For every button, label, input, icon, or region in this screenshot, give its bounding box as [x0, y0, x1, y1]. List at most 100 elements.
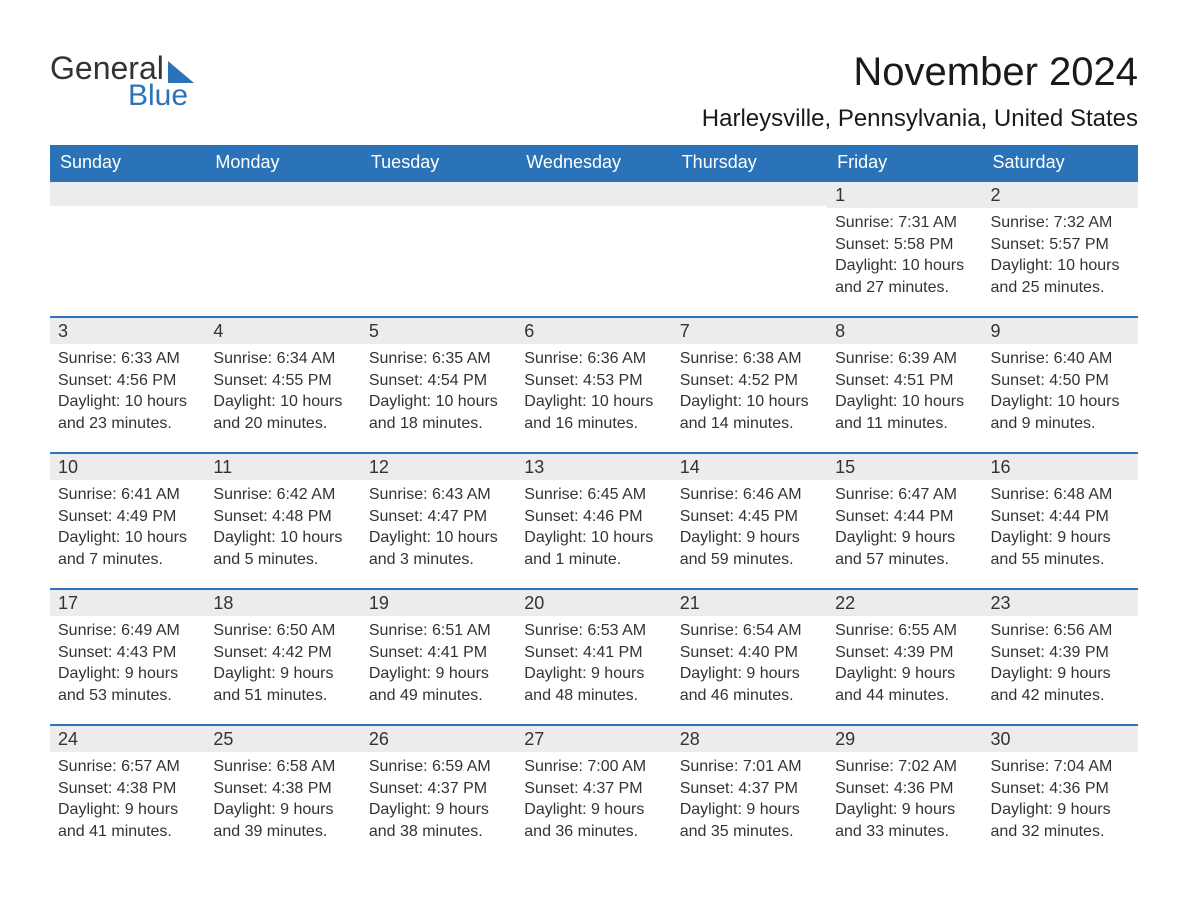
day-number: 7 [672, 316, 827, 344]
day-cell [361, 180, 516, 316]
day-cell [50, 180, 205, 316]
day-number: 26 [361, 724, 516, 752]
day-details: Sunrise: 7:32 AMSunset: 5:57 PMDaylight:… [983, 208, 1138, 304]
day-number: 19 [361, 588, 516, 616]
daylight-text: Daylight: 9 hours and 59 minutes. [680, 527, 819, 570]
day-cell: 7Sunrise: 6:38 AMSunset: 4:52 PMDaylight… [672, 316, 827, 452]
day-cell: 9Sunrise: 6:40 AMSunset: 4:50 PMDaylight… [983, 316, 1138, 452]
weekday-header: Saturday [983, 145, 1138, 180]
day-details: Sunrise: 6:57 AMSunset: 4:38 PMDaylight:… [50, 752, 205, 848]
day-details: Sunrise: 6:36 AMSunset: 4:53 PMDaylight:… [516, 344, 671, 440]
sunset-text: Sunset: 4:44 PM [991, 506, 1130, 528]
calendar-body: 1Sunrise: 7:31 AMSunset: 5:58 PMDaylight… [50, 180, 1138, 860]
sunrise-text: Sunrise: 6:54 AM [680, 620, 819, 642]
sunrise-text: Sunrise: 6:55 AM [835, 620, 974, 642]
sunset-text: Sunset: 4:37 PM [369, 778, 508, 800]
day-cell: 4Sunrise: 6:34 AMSunset: 4:55 PMDaylight… [205, 316, 360, 452]
location: Harleysville, Pennsylvania, United State… [702, 105, 1138, 133]
day-details: Sunrise: 6:49 AMSunset: 4:43 PMDaylight:… [50, 616, 205, 712]
sunset-text: Sunset: 4:46 PM [524, 506, 663, 528]
day-cell: 14Sunrise: 6:46 AMSunset: 4:45 PMDayligh… [672, 452, 827, 588]
day-number: 21 [672, 588, 827, 616]
title-block: November 2024 Harleysville, Pennsylvania… [702, 50, 1138, 133]
daylight-text: Daylight: 9 hours and 39 minutes. [213, 799, 352, 842]
day-details: Sunrise: 6:46 AMSunset: 4:45 PMDaylight:… [672, 480, 827, 576]
weekday-header-row: SundayMondayTuesdayWednesdayThursdayFrid… [50, 145, 1138, 180]
day-details: Sunrise: 6:51 AMSunset: 4:41 PMDaylight:… [361, 616, 516, 712]
day-number: 3 [50, 316, 205, 344]
day-number: 12 [361, 452, 516, 480]
day-details: Sunrise: 6:40 AMSunset: 4:50 PMDaylight:… [983, 344, 1138, 440]
sunrise-text: Sunrise: 6:39 AM [835, 348, 974, 370]
day-cell [516, 180, 671, 316]
daylight-text: Daylight: 9 hours and 38 minutes. [369, 799, 508, 842]
day-number [361, 180, 516, 206]
week-row: 10Sunrise: 6:41 AMSunset: 4:49 PMDayligh… [50, 452, 1138, 588]
daylight-text: Daylight: 9 hours and 46 minutes. [680, 663, 819, 706]
daylight-text: Daylight: 9 hours and 35 minutes. [680, 799, 819, 842]
daylight-text: Daylight: 9 hours and 42 minutes. [991, 663, 1130, 706]
day-details: Sunrise: 6:35 AMSunset: 4:54 PMDaylight:… [361, 344, 516, 440]
day-cell: 6Sunrise: 6:36 AMSunset: 4:53 PMDaylight… [516, 316, 671, 452]
day-details: Sunrise: 6:48 AMSunset: 4:44 PMDaylight:… [983, 480, 1138, 576]
sunset-text: Sunset: 4:39 PM [835, 642, 974, 664]
day-details: Sunrise: 6:41 AMSunset: 4:49 PMDaylight:… [50, 480, 205, 576]
sunset-text: Sunset: 4:53 PM [524, 370, 663, 392]
month-title: November 2024 [702, 50, 1138, 95]
day-number: 14 [672, 452, 827, 480]
sunset-text: Sunset: 4:45 PM [680, 506, 819, 528]
daylight-text: Daylight: 10 hours and 7 minutes. [58, 527, 197, 570]
day-number: 9 [983, 316, 1138, 344]
sunrise-text: Sunrise: 7:02 AM [835, 756, 974, 778]
daylight-text: Daylight: 9 hours and 48 minutes. [524, 663, 663, 706]
day-details: Sunrise: 6:50 AMSunset: 4:42 PMDaylight:… [205, 616, 360, 712]
day-cell: 2Sunrise: 7:32 AMSunset: 5:57 PMDaylight… [983, 180, 1138, 316]
sunset-text: Sunset: 4:38 PM [213, 778, 352, 800]
daylight-text: Daylight: 9 hours and 57 minutes. [835, 527, 974, 570]
day-cell: 15Sunrise: 6:47 AMSunset: 4:44 PMDayligh… [827, 452, 982, 588]
weekday-header: Friday [827, 145, 982, 180]
daylight-text: Daylight: 10 hours and 16 minutes. [524, 391, 663, 434]
sunrise-text: Sunrise: 6:42 AM [213, 484, 352, 506]
sunrise-text: Sunrise: 7:32 AM [991, 212, 1130, 234]
logo: General Blue [50, 50, 194, 113]
day-cell [672, 180, 827, 316]
sunset-text: Sunset: 4:36 PM [835, 778, 974, 800]
daylight-text: Daylight: 10 hours and 23 minutes. [58, 391, 197, 434]
day-number [672, 180, 827, 206]
daylight-text: Daylight: 10 hours and 11 minutes. [835, 391, 974, 434]
day-number [516, 180, 671, 206]
day-cell: 20Sunrise: 6:53 AMSunset: 4:41 PMDayligh… [516, 588, 671, 724]
day-cell: 5Sunrise: 6:35 AMSunset: 4:54 PMDaylight… [361, 316, 516, 452]
sunset-text: Sunset: 5:58 PM [835, 234, 974, 256]
sunrise-text: Sunrise: 6:40 AM [991, 348, 1130, 370]
day-cell: 27Sunrise: 7:00 AMSunset: 4:37 PMDayligh… [516, 724, 671, 860]
day-cell: 8Sunrise: 6:39 AMSunset: 4:51 PMDaylight… [827, 316, 982, 452]
sunrise-text: Sunrise: 6:50 AM [213, 620, 352, 642]
day-details: Sunrise: 6:56 AMSunset: 4:39 PMDaylight:… [983, 616, 1138, 712]
day-number [205, 180, 360, 206]
daylight-text: Daylight: 9 hours and 41 minutes. [58, 799, 197, 842]
week-row: 3Sunrise: 6:33 AMSunset: 4:56 PMDaylight… [50, 316, 1138, 452]
day-cell [205, 180, 360, 316]
day-details: Sunrise: 7:31 AMSunset: 5:58 PMDaylight:… [827, 208, 982, 304]
daylight-text: Daylight: 9 hours and 44 minutes. [835, 663, 974, 706]
sunrise-text: Sunrise: 6:59 AM [369, 756, 508, 778]
day-cell: 28Sunrise: 7:01 AMSunset: 4:37 PMDayligh… [672, 724, 827, 860]
daylight-text: Daylight: 10 hours and 18 minutes. [369, 391, 508, 434]
day-number: 27 [516, 724, 671, 752]
daylight-text: Daylight: 10 hours and 25 minutes. [991, 255, 1130, 298]
day-number: 24 [50, 724, 205, 752]
sunset-text: Sunset: 4:44 PM [835, 506, 974, 528]
day-number: 18 [205, 588, 360, 616]
daylight-text: Daylight: 9 hours and 33 minutes. [835, 799, 974, 842]
sunrise-text: Sunrise: 7:01 AM [680, 756, 819, 778]
day-details: Sunrise: 6:34 AMSunset: 4:55 PMDaylight:… [205, 344, 360, 440]
day-number [50, 180, 205, 206]
sunset-text: Sunset: 4:39 PM [991, 642, 1130, 664]
day-cell: 26 Sunrise: 6:59 AMSunset: 4:37 PMDayligh… [361, 724, 516, 860]
sunrise-text: Sunrise: 6:41 AM [58, 484, 197, 506]
day-cell: 22Sunrise: 6:55 AMSunset: 4:39 PMDayligh… [827, 588, 982, 724]
day-number: 10 [50, 452, 205, 480]
sunset-text: Sunset: 4:40 PM [680, 642, 819, 664]
